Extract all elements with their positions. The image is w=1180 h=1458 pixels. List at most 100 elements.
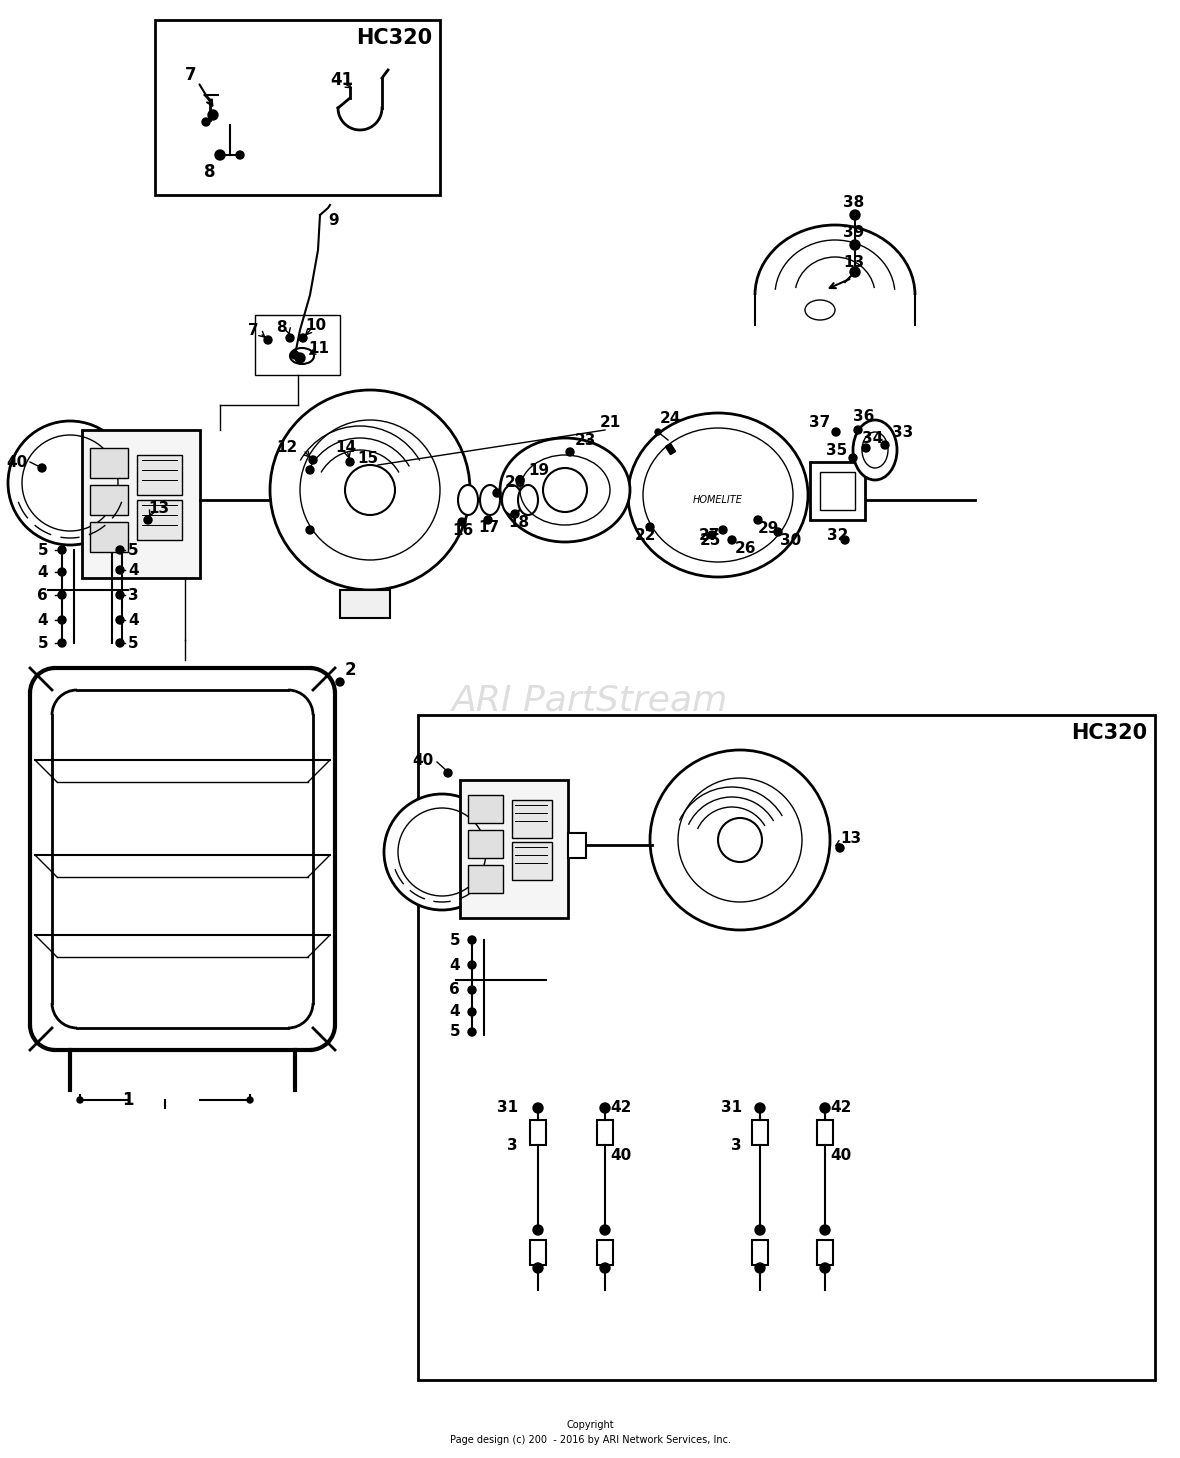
Circle shape bbox=[270, 389, 470, 590]
Circle shape bbox=[77, 1096, 83, 1104]
Text: 11: 11 bbox=[308, 341, 329, 356]
Bar bbox=[81, 430, 199, 577]
Text: 31: 31 bbox=[497, 1101, 518, 1115]
Text: 1: 1 bbox=[123, 1091, 133, 1110]
Circle shape bbox=[832, 429, 840, 436]
Text: 16: 16 bbox=[452, 522, 473, 538]
Text: HC320: HC320 bbox=[1071, 723, 1147, 744]
Text: 37: 37 bbox=[808, 414, 830, 430]
Text: 42: 42 bbox=[830, 1101, 852, 1115]
Text: 4: 4 bbox=[38, 612, 48, 627]
Text: 24: 24 bbox=[660, 411, 681, 426]
Text: 4: 4 bbox=[450, 958, 460, 972]
Text: 21: 21 bbox=[599, 414, 621, 430]
Circle shape bbox=[58, 615, 66, 624]
Text: 13: 13 bbox=[843, 255, 864, 270]
Circle shape bbox=[850, 241, 860, 249]
Text: 3: 3 bbox=[732, 1137, 742, 1152]
Circle shape bbox=[820, 1104, 830, 1112]
Circle shape bbox=[58, 590, 66, 599]
Circle shape bbox=[236, 152, 244, 159]
Bar bbox=[512, 843, 552, 881]
Circle shape bbox=[208, 109, 218, 120]
Circle shape bbox=[774, 528, 782, 537]
Circle shape bbox=[116, 566, 124, 574]
Text: 35: 35 bbox=[826, 442, 847, 458]
Bar bbox=[137, 455, 182, 496]
Circle shape bbox=[295, 353, 304, 363]
Circle shape bbox=[215, 150, 225, 160]
Circle shape bbox=[444, 768, 452, 777]
Circle shape bbox=[306, 467, 314, 474]
Text: 40: 40 bbox=[413, 752, 434, 767]
Text: HC320: HC320 bbox=[356, 28, 432, 48]
Circle shape bbox=[820, 1225, 830, 1235]
Circle shape bbox=[58, 569, 66, 576]
Circle shape bbox=[881, 440, 889, 449]
Circle shape bbox=[533, 1263, 543, 1273]
Bar bbox=[468, 865, 503, 892]
Text: 29: 29 bbox=[758, 521, 779, 535]
Circle shape bbox=[484, 516, 492, 523]
Circle shape bbox=[533, 1104, 543, 1112]
Text: 18: 18 bbox=[509, 515, 529, 529]
Circle shape bbox=[850, 210, 860, 220]
Text: 5: 5 bbox=[127, 636, 138, 650]
Bar bbox=[255, 315, 340, 375]
Bar bbox=[820, 472, 856, 510]
Circle shape bbox=[820, 1263, 830, 1273]
Text: 34: 34 bbox=[863, 430, 884, 446]
Text: ARI PartStream: ARI PartStream bbox=[452, 682, 728, 717]
Circle shape bbox=[493, 488, 501, 497]
Circle shape bbox=[516, 475, 524, 484]
Bar bbox=[817, 1120, 833, 1145]
Ellipse shape bbox=[502, 486, 522, 515]
Bar bbox=[137, 500, 182, 539]
Circle shape bbox=[511, 510, 519, 518]
Circle shape bbox=[708, 531, 716, 539]
Text: 40: 40 bbox=[7, 455, 28, 469]
Bar bbox=[418, 714, 1155, 1381]
Circle shape bbox=[299, 334, 307, 343]
Bar bbox=[752, 1120, 768, 1145]
Circle shape bbox=[306, 526, 314, 534]
Text: 40: 40 bbox=[610, 1147, 631, 1162]
Circle shape bbox=[38, 464, 46, 472]
Text: 26: 26 bbox=[735, 541, 756, 555]
Text: 4: 4 bbox=[127, 612, 138, 627]
Circle shape bbox=[728, 537, 736, 544]
Bar bbox=[90, 522, 127, 553]
Circle shape bbox=[116, 590, 124, 599]
Text: 4: 4 bbox=[38, 564, 48, 579]
Text: 6: 6 bbox=[38, 588, 48, 602]
Ellipse shape bbox=[853, 420, 897, 480]
Bar bbox=[155, 20, 440, 195]
Circle shape bbox=[717, 818, 762, 862]
Text: 12: 12 bbox=[277, 439, 299, 455]
Bar bbox=[752, 1239, 768, 1266]
Circle shape bbox=[286, 334, 294, 343]
Circle shape bbox=[848, 453, 857, 462]
Circle shape bbox=[650, 749, 830, 930]
Text: 14: 14 bbox=[335, 439, 356, 455]
Bar bbox=[90, 486, 127, 515]
Circle shape bbox=[599, 1263, 610, 1273]
Text: 5: 5 bbox=[450, 1025, 460, 1040]
Circle shape bbox=[116, 615, 124, 624]
Circle shape bbox=[264, 335, 273, 344]
Text: 6: 6 bbox=[450, 983, 460, 997]
Text: 22: 22 bbox=[635, 528, 656, 542]
Circle shape bbox=[854, 426, 863, 434]
Text: 13: 13 bbox=[840, 831, 861, 846]
Circle shape bbox=[247, 1096, 253, 1104]
Circle shape bbox=[468, 1007, 476, 1016]
Text: 5: 5 bbox=[450, 933, 460, 948]
Circle shape bbox=[202, 118, 210, 125]
Text: 19: 19 bbox=[527, 462, 549, 478]
Text: 25: 25 bbox=[700, 532, 721, 548]
Circle shape bbox=[336, 678, 345, 687]
Circle shape bbox=[566, 448, 573, 456]
Circle shape bbox=[645, 523, 654, 531]
Text: 36: 36 bbox=[853, 408, 874, 423]
Bar bbox=[568, 833, 586, 857]
